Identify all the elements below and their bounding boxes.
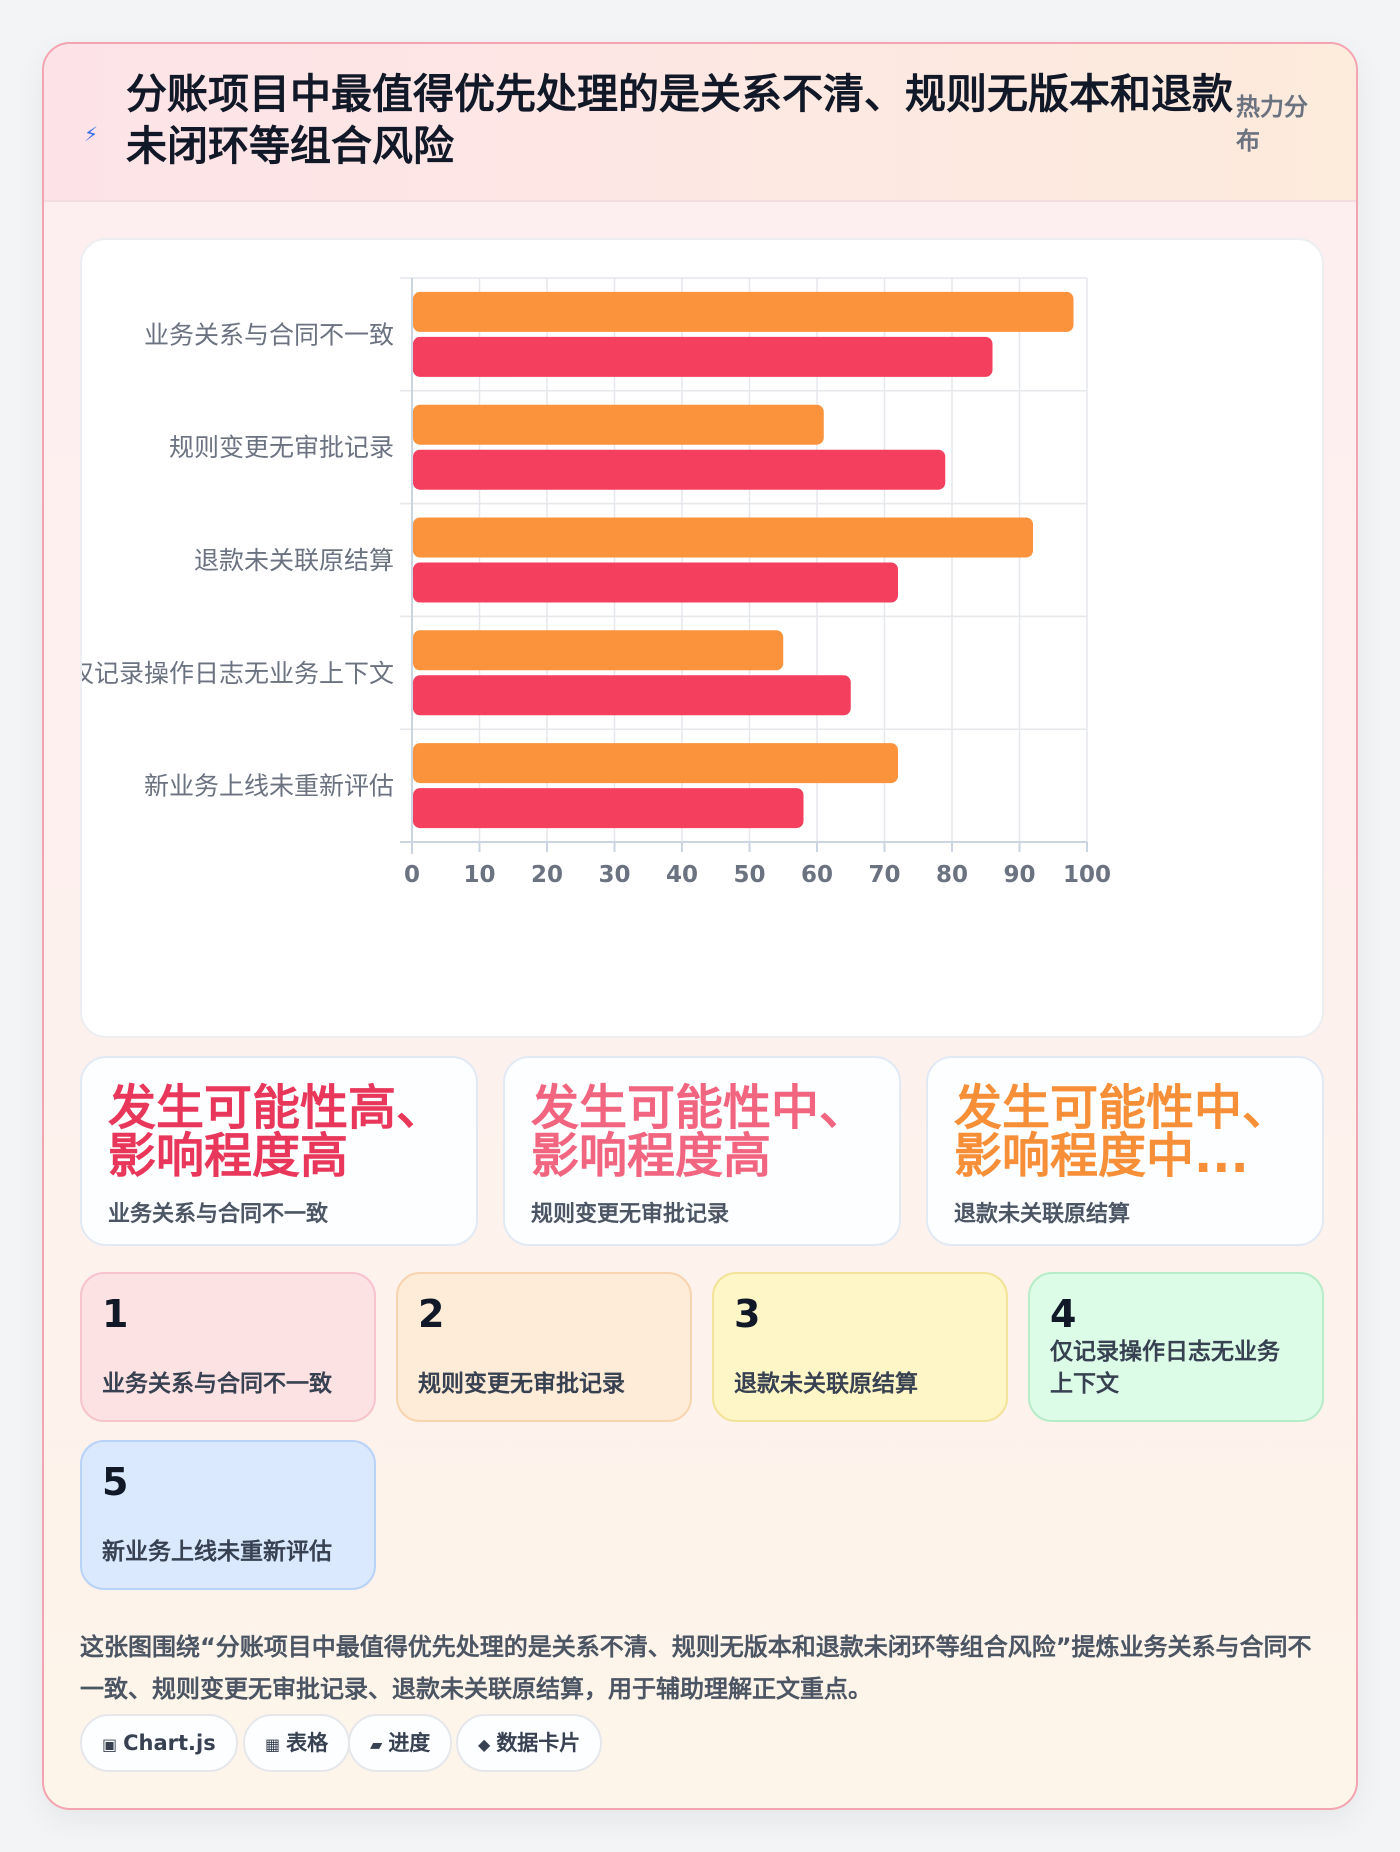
bolt-icon: ⚡ xyxy=(84,122,99,146)
tick-label: 100 xyxy=(1063,862,1111,888)
stat-card-value: 发生可能性中、影响程度高 xyxy=(531,1080,868,1184)
bar-1 xyxy=(413,291,1074,332)
category-label: 仅记录操作日志无业务上下文 xyxy=(82,659,394,688)
rank-card-5: 5 新业务上线未重新评估 xyxy=(80,1440,376,1590)
rank-label: 退款未关联原结算 xyxy=(734,1371,918,1397)
tick-label: 90 xyxy=(1003,862,1035,888)
tick-label: 60 xyxy=(801,862,833,888)
tick-label: 70 xyxy=(868,862,900,888)
pill-progress[interactable]: ▰ 进度 xyxy=(348,1714,453,1772)
bar-2 xyxy=(413,675,851,716)
table-icon: ▦ xyxy=(265,1735,281,1754)
stat-card-value: 发生可能性高、影响程度高 xyxy=(108,1080,445,1184)
rank-label: 规则变更无审批记录 xyxy=(418,1371,625,1397)
pill-data-card[interactable]: ◆ 数据卡片 xyxy=(456,1714,603,1772)
rank-number: 3 xyxy=(734,1292,761,1336)
bar-2 xyxy=(413,562,898,603)
rank-number: 4 xyxy=(1050,1292,1077,1336)
infographic-card: ⚡ 分账项目中最值得优先处理的是关系不清、规则无版本和退款未闭环等组合风险 热力… xyxy=(42,42,1358,1810)
pill-label: 数据卡片 xyxy=(496,1731,581,1755)
stat-cards: 发生可能性高、影响程度高 业务关系与合同不一致 发生可能性中、影响程度高 规则变… xyxy=(80,1056,1324,1246)
tick-label: 80 xyxy=(936,862,968,888)
tick-label: 30 xyxy=(598,862,630,888)
tick-label: 40 xyxy=(666,862,698,888)
pill-chartjs[interactable]: ▣ Chart.js xyxy=(80,1714,238,1772)
tick-label: 20 xyxy=(531,862,563,888)
rank-label: 业务关系与合同不一致 xyxy=(102,1371,332,1397)
tick-label: 0 xyxy=(404,862,420,888)
category-label: 退款未关联原结算 xyxy=(194,546,394,575)
pill-table[interactable]: ▦ 表格 xyxy=(243,1714,351,1772)
header: ⚡ 分账项目中最值得优先处理的是关系不清、规则无版本和退款未闭环等组合风险 热力… xyxy=(44,44,1356,202)
category-label: 规则变更无审批记录 xyxy=(169,433,394,462)
heatmap-tag: 热力分布 xyxy=(1236,93,1308,155)
bar-1 xyxy=(413,517,1033,558)
chart-panel: 业务关系与合同不一致规则变更无审批记录退款未关联原结算仅记录操作日志无业务上下文… xyxy=(80,238,1324,1038)
tick-label: 10 xyxy=(463,862,495,888)
stat-card-1: 发生可能性高、影响程度高 业务关系与合同不一致 xyxy=(80,1056,478,1246)
rank-card-4: 4 仅记录操作日志无业务上下文 xyxy=(1028,1272,1324,1422)
rank-card-3: 3 退款未关联原结算 xyxy=(712,1272,1008,1422)
bar-1 xyxy=(413,404,824,445)
card-icon: ◆ xyxy=(478,1735,491,1754)
rank-card-1: 1 业务关系与合同不一致 xyxy=(80,1272,376,1422)
rank-number: 1 xyxy=(102,1292,129,1336)
tick-label: 50 xyxy=(733,862,765,888)
rank-number: 5 xyxy=(102,1460,129,1504)
bar-2 xyxy=(413,336,993,377)
stat-card-label: 退款未关联原结算 xyxy=(954,1202,1131,1227)
bar-chart: 业务关系与合同不一致规则变更无审批记录退款未关联原结算仅记录操作日志无业务上下文… xyxy=(82,277,1111,888)
pill-label: Chart.js xyxy=(123,1731,216,1755)
progress-icon: ▰ xyxy=(370,1735,383,1754)
stat-card-2: 发生可能性中、影响程度高 规则变更无审批记录 xyxy=(503,1056,901,1246)
chart-icon: ▣ xyxy=(102,1735,118,1754)
pill-label: 进度 xyxy=(388,1731,431,1755)
summary-text: 这张图围绕“分账项目中最值得优先处理的是关系不清、规则无版本和退款未闭环等组合风… xyxy=(80,1633,1312,1703)
bar-1 xyxy=(413,743,898,784)
rank-grid: 1 业务关系与合同不一致 2 规则变更无审批记录 3 退款未关联原结算 4 仅记… xyxy=(80,1272,1324,1592)
category-label: 新业务上线未重新评估 xyxy=(144,772,394,801)
bar-2 xyxy=(413,449,946,490)
rank-label: 仅记录操作日志无业务上下文 xyxy=(1050,1339,1280,1397)
page-title: 分账项目中最值得优先处理的是关系不清、规则无版本和退款未闭环等组合风险 xyxy=(126,70,1233,170)
bar-1 xyxy=(413,630,784,671)
rank-number: 2 xyxy=(418,1292,445,1336)
stat-card-3: 发生可能性中、影响程度中... 退款未关联原结算 xyxy=(926,1056,1324,1246)
rank-card-2: 2 规则变更无审批记录 xyxy=(396,1272,692,1422)
stat-card-label: 规则变更无审批记录 xyxy=(531,1202,730,1227)
category-label: 业务关系与合同不一致 xyxy=(144,320,394,349)
stat-card-label: 业务关系与合同不一致 xyxy=(108,1202,329,1227)
pill-label: 表格 xyxy=(286,1731,329,1755)
bar-2 xyxy=(413,788,804,829)
rank-label: 新业务上线未重新评估 xyxy=(102,1539,332,1565)
stat-card-value: 发生可能性中、影响程度中... xyxy=(954,1080,1291,1184)
